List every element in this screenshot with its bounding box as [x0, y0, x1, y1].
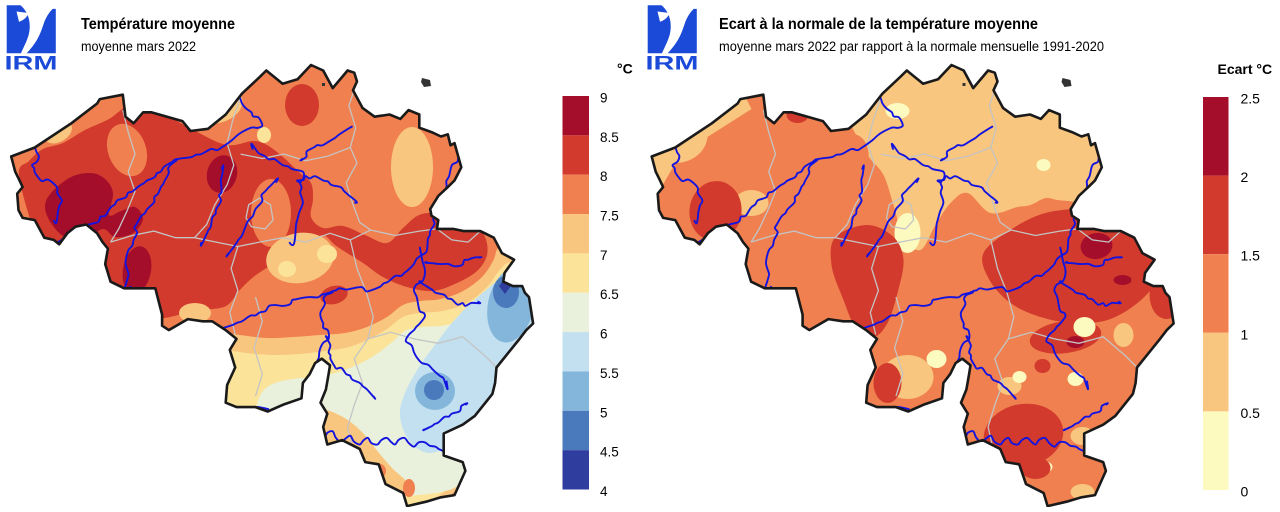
- svg-text:1: 1: [1241, 326, 1249, 342]
- svg-text:4: 4: [600, 484, 608, 499]
- svg-text:7.5: 7.5: [600, 209, 619, 224]
- svg-text:Ecart °C: Ecart °C: [1218, 61, 1273, 77]
- svg-text:2.5: 2.5: [1241, 91, 1261, 107]
- svg-text:0: 0: [1241, 484, 1249, 500]
- svg-text:moyenne mars 2022: moyenne mars 2022: [81, 38, 196, 54]
- svg-text:IRM: IRM: [5, 54, 58, 75]
- svg-text:Ecart à la normale de la tempé: Ecart à la normale de la température moy…: [719, 16, 1038, 33]
- svg-text:°C: °C: [617, 61, 633, 77]
- svg-text:Température moyenne: Température moyenne: [81, 16, 235, 33]
- svg-text:9: 9: [600, 91, 608, 106]
- svg-text:0.5: 0.5: [1241, 405, 1261, 421]
- svg-text:IRM: IRM: [646, 54, 699, 75]
- svg-text:5.5: 5.5: [600, 366, 619, 381]
- svg-text:8.5: 8.5: [600, 130, 619, 145]
- svg-text:6.5: 6.5: [600, 287, 619, 302]
- svg-text:6: 6: [600, 327, 608, 342]
- svg-text:2: 2: [1241, 169, 1249, 185]
- svg-text:8: 8: [600, 169, 608, 184]
- svg-text:5: 5: [600, 405, 608, 420]
- svg-text:1.5: 1.5: [1241, 248, 1261, 264]
- svg-text:7: 7: [600, 248, 608, 263]
- svg-text:moyenne mars 2022 par rapport: moyenne mars 2022 par rapport à la norma…: [719, 38, 1104, 54]
- svg-text:4.5: 4.5: [600, 445, 619, 460]
